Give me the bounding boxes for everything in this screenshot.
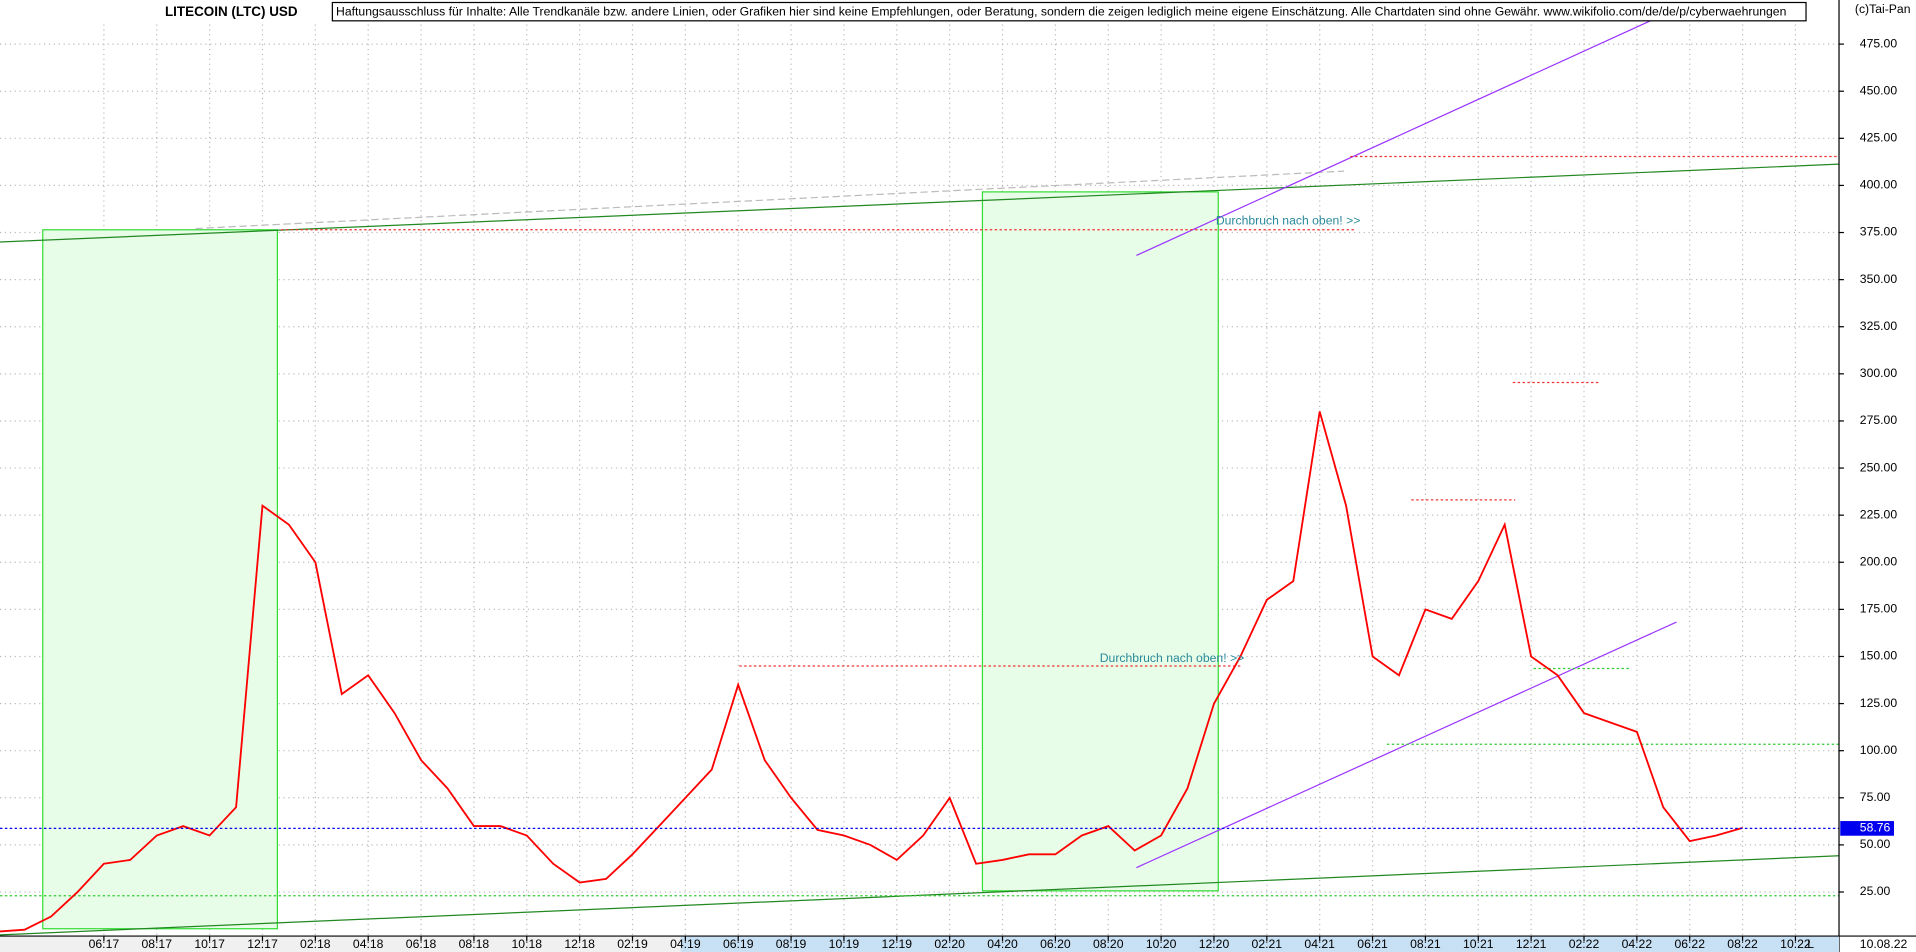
y-axis-panel <box>1839 0 1916 952</box>
axis-flag: L <box>1807 937 1814 951</box>
disclaimer: Haftungsausschluss für Inhalte: Alle Tre… <box>336 4 1786 18</box>
x-tick-label: 12:21 <box>1516 937 1547 951</box>
x-tick-label: 06:18 <box>406 937 437 951</box>
y-tick-label: 125.00 <box>1860 696 1898 710</box>
x-tick-label: 08:22 <box>1727 937 1758 951</box>
y-tick-label: 450.00 <box>1860 83 1898 97</box>
grid <box>0 24 1840 937</box>
y-tick-label: 150.00 <box>1860 649 1898 663</box>
last-price-box <box>1840 821 1895 836</box>
trend-line <box>1136 17 1656 256</box>
y-tick-label: 400.00 <box>1860 178 1898 192</box>
x-tick-label: 08:20 <box>1093 937 1124 951</box>
y-tick-label: 475.00 <box>1860 36 1898 50</box>
x-tick-label: 06:22 <box>1674 937 1705 951</box>
plot <box>0 411 1840 933</box>
price-line <box>0 411 1743 933</box>
x-tick-label: 02:21 <box>1252 937 1283 951</box>
source: (c)Tai-Pan <box>1855 2 1911 16</box>
y-tick-label: 425.00 <box>1860 131 1898 145</box>
annotation: Durchbruch nach oben! >> <box>1216 213 1361 227</box>
y-tick-label: 250.00 <box>1860 460 1898 474</box>
x-tick-label: 04:20 <box>987 937 1018 951</box>
x-tick-label: 04:18 <box>353 937 384 951</box>
x-tick-label: 02:19 <box>617 937 648 951</box>
y-tick-label: 275.00 <box>1860 413 1898 427</box>
y-tick-label: 350.00 <box>1860 272 1898 286</box>
x-tick-label: 08:21 <box>1410 937 1441 951</box>
y-tick-label: 175.00 <box>1860 602 1898 616</box>
x-tick-label: 04:19 <box>670 937 701 951</box>
x-tick-label: 02:22 <box>1569 937 1600 951</box>
x-tick-label: 10:19 <box>829 937 860 951</box>
x-tick-label: 04:21 <box>1304 937 1335 951</box>
x-tick-label: 12:18 <box>564 937 595 951</box>
x-tick-label: 06:21 <box>1357 937 1388 951</box>
y-tick-label: 25.00 <box>1860 884 1891 898</box>
y-tick-label: 375.00 <box>1860 225 1898 239</box>
x-tick-label: 06:19 <box>723 937 754 951</box>
x-tick-label: 06:17 <box>89 937 120 951</box>
y-tick-label: 200.00 <box>1860 554 1898 568</box>
y-tick-label: 75.00 <box>1860 790 1891 804</box>
x-tick-label: 08:18 <box>459 937 490 951</box>
last-date: 10.08.22 <box>1860 937 1908 951</box>
axis-labels: 25.00 50.00 75.00 100.00 125.00 150.00 175.00 2… <box>89 36 1898 951</box>
trend-line <box>195 170 1345 230</box>
zone <box>42 229 278 930</box>
x-tick-label: 04:22 <box>1622 937 1653 951</box>
x-tick-label: 10:21 <box>1463 937 1494 951</box>
x-tick-label: 12:20 <box>1199 937 1230 951</box>
y-tick-label: 325.00 <box>1860 319 1898 333</box>
y-tick-label: 50.00 <box>1860 837 1891 851</box>
y-tick-label: 100.00 <box>1860 743 1898 757</box>
zone <box>981 191 1219 892</box>
x-axis-highlight <box>680 936 1840 952</box>
x-tick-label: 12:17 <box>247 937 278 951</box>
x-tick-label: 02:18 <box>300 937 331 951</box>
x-tick-label: 08:17 <box>141 937 172 951</box>
y-tick-label: 225.00 <box>1860 507 1898 521</box>
trend-line <box>0 163 1848 243</box>
x-tick-label: 10:22 <box>1780 937 1811 951</box>
x-tick-label: 08:19 <box>776 937 807 951</box>
x-tick-label: 12:19 <box>882 937 913 951</box>
x-tick-label: 10:20 <box>1146 937 1177 951</box>
x-tick-label: 10:17 <box>194 937 225 951</box>
x-tick-label: 06:20 <box>1040 937 1071 951</box>
annotation: Durchbruch nach oben! >> <box>1100 651 1245 665</box>
disclaimer-box <box>331 1 1807 22</box>
y-tick-label: 300.00 <box>1860 366 1898 380</box>
x-tick-label: 10:18 <box>512 937 543 951</box>
last-price-label: 58.76 <box>1860 821 1891 835</box>
x-tick-label: 02:20 <box>934 937 965 951</box>
chart-title: LITECOIN (LTC) USD <box>165 4 298 19</box>
